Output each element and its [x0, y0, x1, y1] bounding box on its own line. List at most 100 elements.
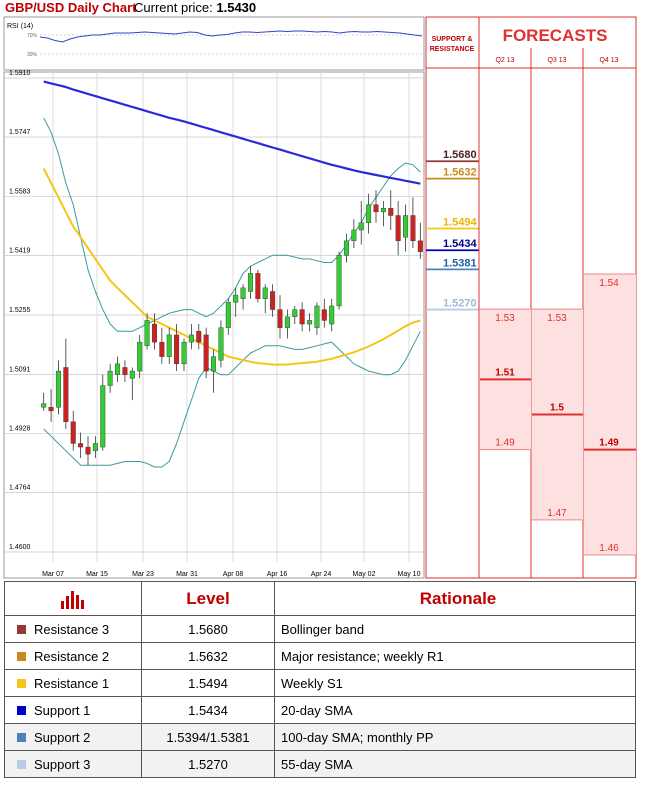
candle [70, 410, 76, 451]
candle [284, 309, 290, 339]
level-name: Resistance 2 [34, 648, 110, 664]
candle [240, 284, 246, 310]
candle-body [240, 287, 246, 299]
forecasts-title: FORECASTS [503, 26, 608, 45]
level-name-cell: Resistance 3 [4, 615, 142, 643]
candle-body [321, 309, 327, 321]
candle-body [225, 302, 231, 328]
forecast-high-label: 1.53 [547, 313, 567, 324]
forecast-quarter-label: Q2 13 [495, 57, 514, 64]
candle [351, 219, 357, 249]
candle [343, 233, 349, 263]
level-rationale: 100-day SMA; monthly PP [274, 723, 636, 751]
candle-body [100, 385, 106, 448]
candle-body [343, 240, 349, 256]
y-tick-label: 1.5910 [9, 70, 31, 77]
candle-body [395, 215, 401, 242]
candle-body [174, 334, 180, 365]
level-value: 1.5680 [141, 615, 275, 643]
candle [122, 360, 128, 382]
candle [196, 324, 202, 350]
candle [151, 313, 157, 350]
candle [270, 284, 276, 317]
sr-column [425, 16, 480, 579]
candle-body [122, 367, 128, 375]
candle [233, 287, 239, 317]
candle-body [403, 215, 409, 238]
candle [358, 201, 364, 245]
forecast-median-label: 1.5 [550, 403, 564, 414]
candle [129, 367, 135, 401]
candle [262, 284, 268, 314]
candle [255, 269, 261, 303]
candle-body [218, 327, 224, 361]
candle-body [307, 320, 313, 325]
levels-table: Level Rationale Resistance 3 1.5680 Bollin… [4, 581, 636, 778]
level-value: 1.5494 [141, 669, 275, 697]
candle [292, 305, 298, 325]
x-tick-label: May 10 [398, 571, 421, 578]
level-name: Support 3 [34, 756, 91, 772]
candle [203, 327, 209, 379]
level-rationale: Bollinger band [274, 615, 636, 643]
level-color-swatch [17, 759, 26, 769]
y-tick-label: 1.4764 [9, 485, 31, 492]
forecast-low-label: 1.47 [547, 508, 567, 519]
rsi-panel [3, 16, 425, 71]
forecast-quarter-label: Q3 13 [547, 57, 566, 64]
rsi-level-70-label: 70% [27, 33, 38, 39]
x-tick-label: Mar 23 [132, 571, 154, 578]
forecast-low-label: 1.49 [495, 438, 515, 449]
candle [329, 298, 335, 332]
table-row: Support 3 1.5270 55-day SMA [4, 750, 636, 778]
candle-body [48, 407, 54, 412]
candle [55, 360, 61, 415]
level-name-cell: Support 1 [4, 696, 142, 724]
candle-body [247, 273, 253, 292]
forecast-quarter-label: Q4 13 [599, 57, 618, 64]
level-value: 1.5434 [141, 696, 275, 724]
level-rationale: Weekly S1 [274, 669, 636, 697]
candle-body [85, 446, 91, 455]
candle [277, 295, 283, 339]
level-name-cell: Support 2 [4, 723, 142, 751]
candle [225, 298, 231, 335]
chart-title: GBP/USD Daily Chart [5, 0, 137, 15]
candle [395, 201, 401, 256]
candle-body [70, 421, 76, 444]
candle [48, 389, 54, 422]
candle-body [410, 215, 416, 242]
candle [388, 190, 394, 230]
candle-body [159, 341, 165, 357]
x-tick-label: May 02 [353, 571, 376, 578]
candle [410, 197, 416, 249]
candle-body [78, 443, 84, 448]
table-row: Resistance 3 1.5680 Bollinger band [4, 615, 636, 643]
candle [366, 193, 372, 234]
candle-body [292, 309, 298, 318]
forecast-median-label: 1.49 [599, 438, 619, 449]
candle-body [211, 356, 217, 372]
sr-header-line2: RESISTANCE [430, 46, 475, 53]
candle-body [196, 331, 202, 343]
candle [299, 302, 305, 332]
candle-body [417, 240, 423, 252]
candle-body [255, 273, 261, 299]
level-name-cell: Support 3 [4, 750, 142, 778]
candle-body [63, 367, 69, 422]
x-tick-label: Mar 31 [176, 571, 198, 578]
candle [63, 338, 69, 429]
y-tick-label: 1.4928 [9, 425, 31, 432]
rsi-line [39, 30, 423, 43]
y-tick-label: 1.5747 [9, 129, 31, 136]
x-tick-label: Apr 24 [311, 571, 332, 578]
sr-level-label: 1.5270 [443, 298, 477, 310]
level-rationale: 20-day SMA [274, 696, 636, 724]
candle [137, 334, 143, 379]
rsi-label: RSI (14) [7, 23, 33, 30]
current-price: Current price: 1.5430 [134, 0, 256, 15]
current-price-label: Current price: [134, 0, 213, 15]
sr-level-label: 1.5680 [443, 149, 477, 161]
candle [373, 190, 379, 223]
candle-body [277, 309, 283, 328]
